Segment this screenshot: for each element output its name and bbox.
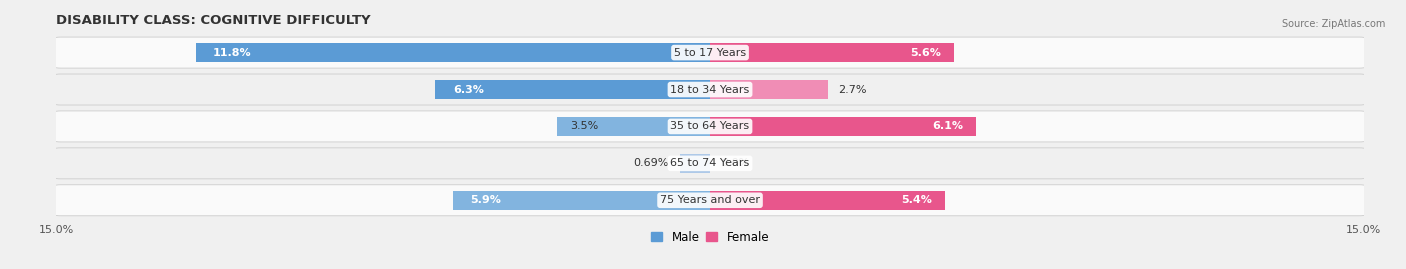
Text: 5 to 17 Years: 5 to 17 Years: [673, 48, 747, 58]
Text: 5.4%: 5.4%: [901, 195, 932, 205]
Text: 0.0%: 0.0%: [721, 158, 749, 168]
Text: 75 Years and over: 75 Years and over: [659, 195, 761, 205]
Text: 3.5%: 3.5%: [571, 121, 599, 132]
Text: 6.1%: 6.1%: [932, 121, 963, 132]
Bar: [710, 43, 955, 62]
Text: 11.8%: 11.8%: [214, 48, 252, 58]
Text: 5.9%: 5.9%: [470, 195, 501, 205]
Bar: [681, 154, 710, 173]
Bar: [710, 191, 945, 210]
FancyBboxPatch shape: [44, 37, 1376, 68]
Text: DISABILITY CLASS: COGNITIVE DIFFICULTY: DISABILITY CLASS: COGNITIVE DIFFICULTY: [56, 14, 371, 27]
Text: 0.69%: 0.69%: [634, 158, 669, 168]
Text: Source: ZipAtlas.com: Source: ZipAtlas.com: [1281, 19, 1385, 29]
Bar: [453, 191, 710, 210]
Bar: [436, 80, 710, 99]
Legend: Male, Female: Male, Female: [645, 226, 775, 249]
Bar: [710, 117, 976, 136]
Text: 5.6%: 5.6%: [910, 48, 941, 58]
Bar: [710, 80, 828, 99]
FancyBboxPatch shape: [44, 74, 1376, 105]
FancyBboxPatch shape: [44, 148, 1376, 179]
FancyBboxPatch shape: [44, 111, 1376, 142]
Bar: [195, 43, 710, 62]
Text: 18 to 34 Years: 18 to 34 Years: [671, 84, 749, 94]
Text: 35 to 64 Years: 35 to 64 Years: [671, 121, 749, 132]
FancyBboxPatch shape: [44, 185, 1376, 216]
Text: 2.7%: 2.7%: [838, 84, 868, 94]
Bar: [558, 117, 710, 136]
Text: 6.3%: 6.3%: [453, 84, 484, 94]
Text: 65 to 74 Years: 65 to 74 Years: [671, 158, 749, 168]
